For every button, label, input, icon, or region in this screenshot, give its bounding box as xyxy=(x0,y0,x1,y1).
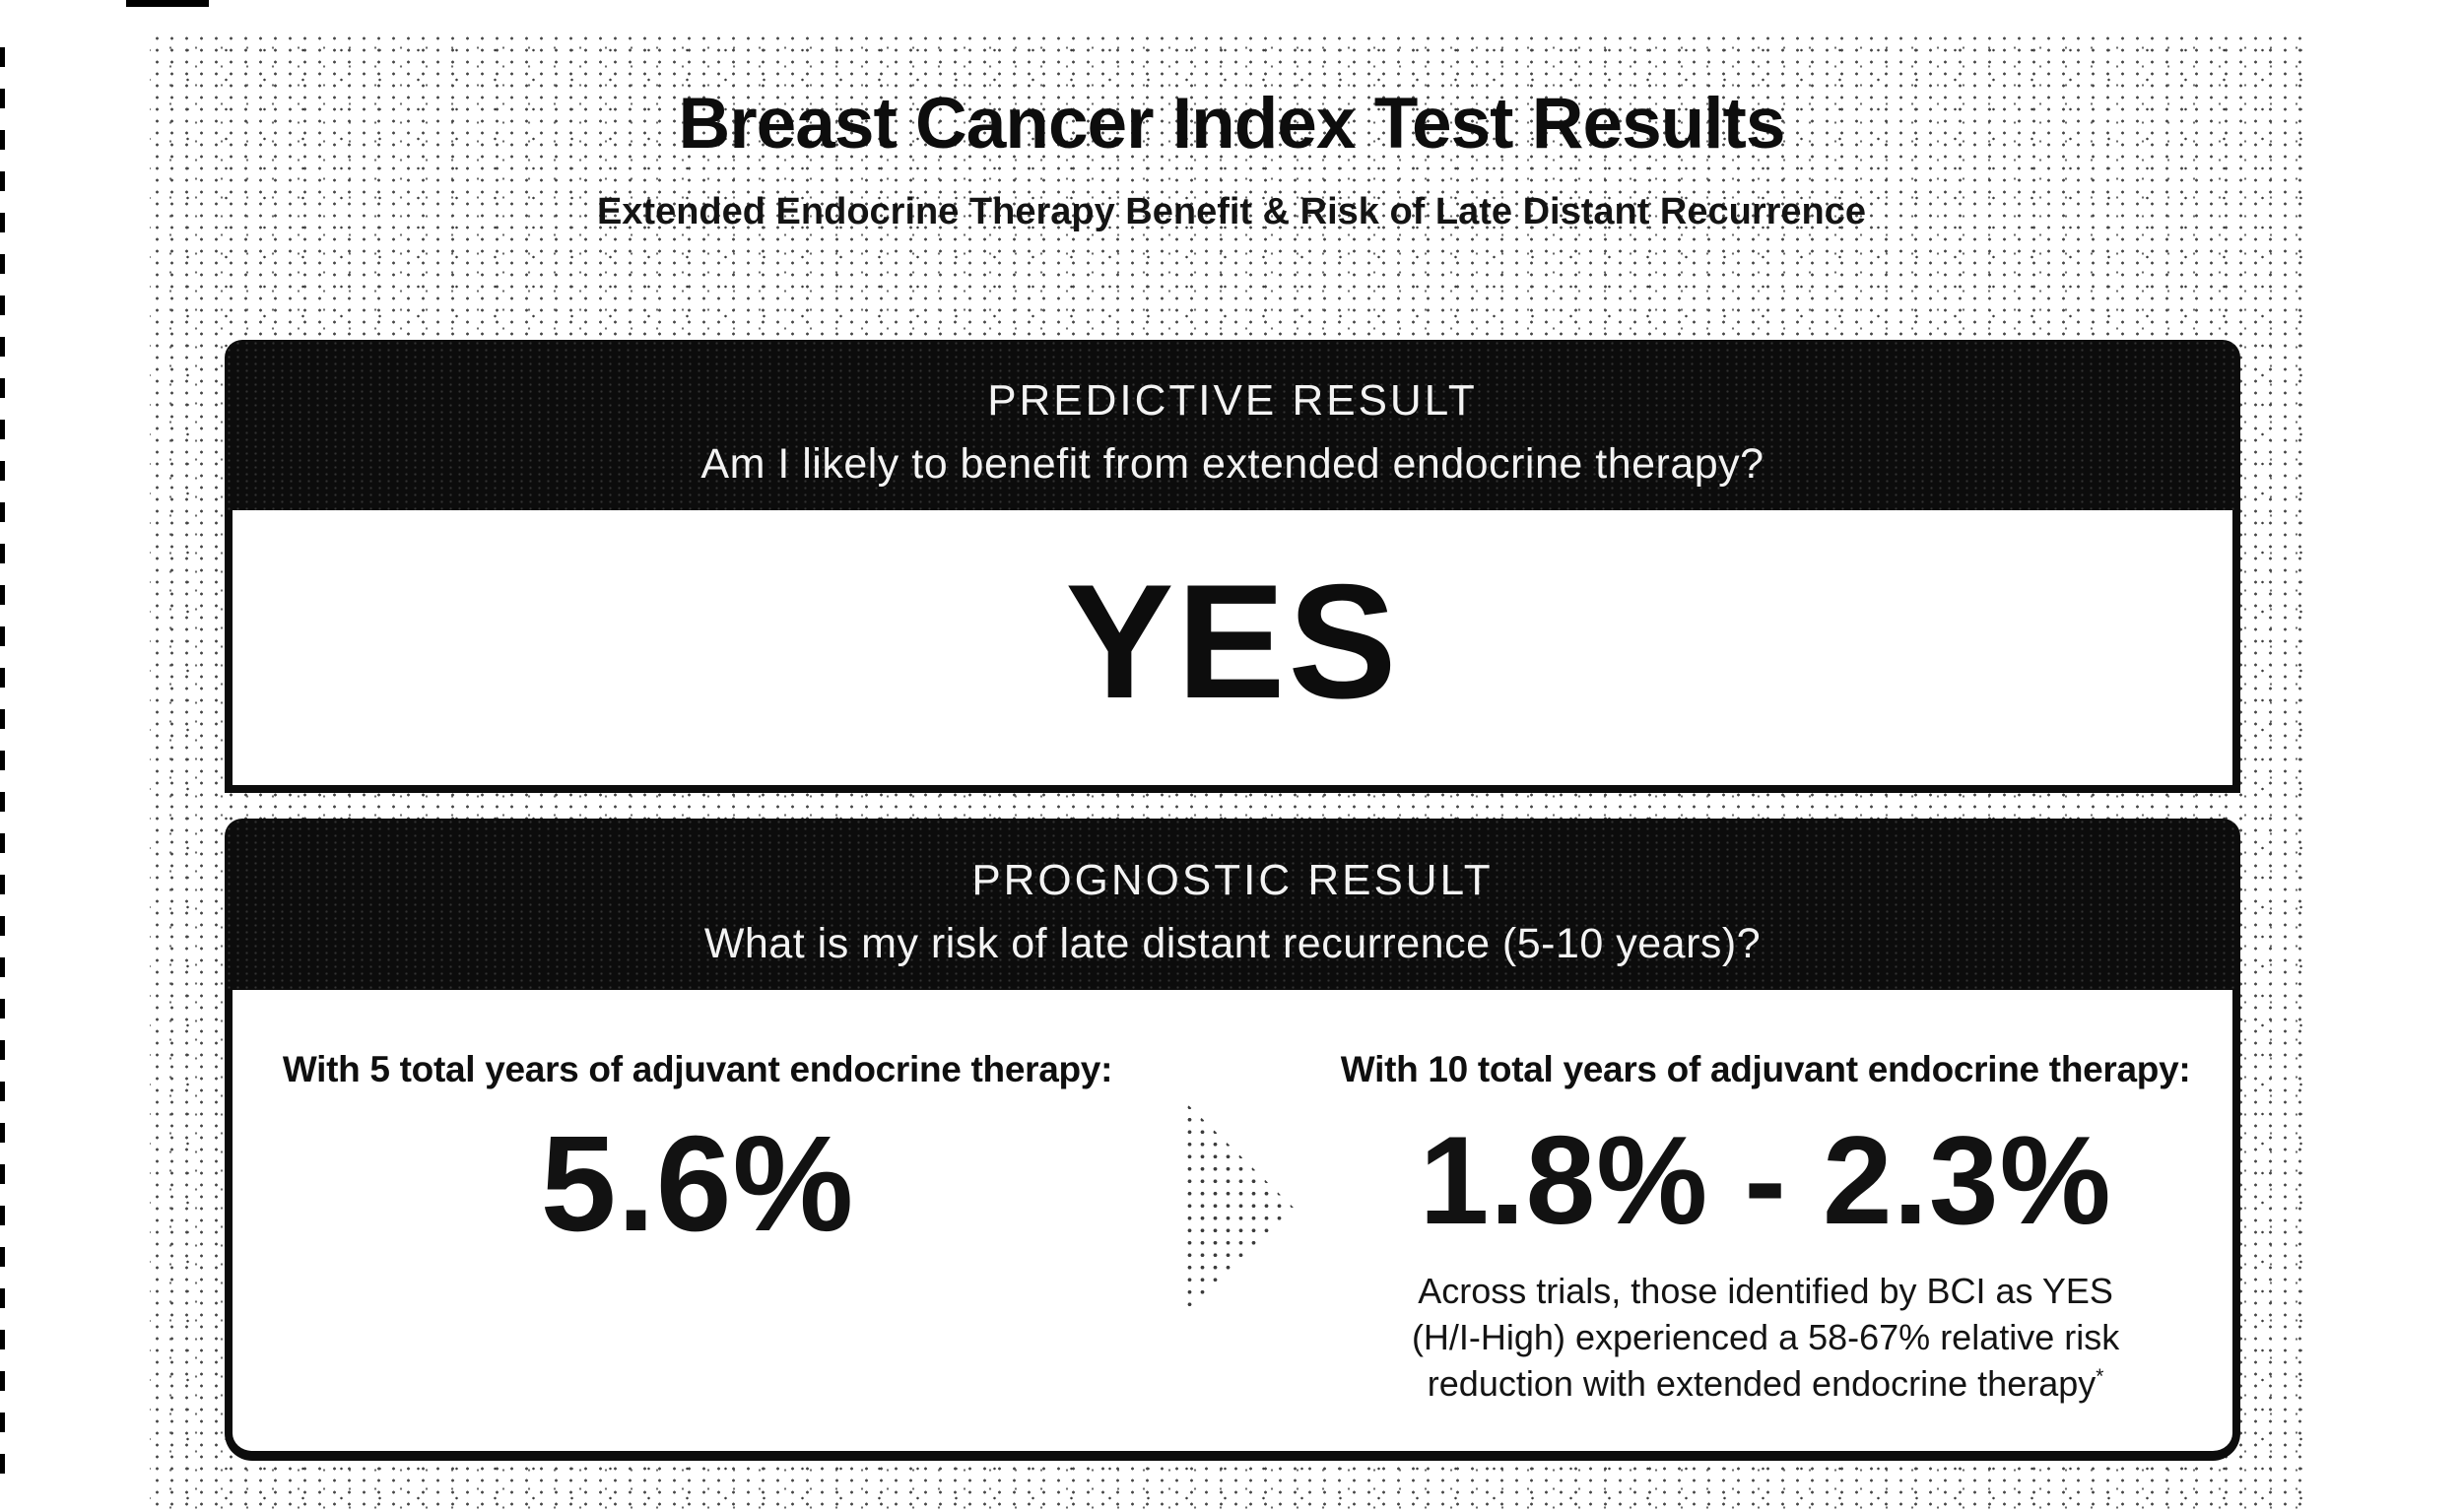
prognostic-result-card: PROGNOSTIC RESULT What is my risk of lat… xyxy=(225,819,2240,1461)
predictive-answer-value: YES xyxy=(1065,551,1400,732)
ten-year-label: With 10 total years of adjuvant endocrin… xyxy=(1340,1049,2191,1089)
predictive-result-card: PREDICTIVE RESULT Am I likely to benefit… xyxy=(225,340,2240,793)
right-arrow-icon xyxy=(1181,1098,1295,1317)
five-year-column: With 5 total years of adjuvant endocrine… xyxy=(233,990,1163,1263)
prognostic-header-label: PROGNOSTIC RESULT xyxy=(971,856,1494,904)
scan-top-artifact xyxy=(126,0,209,7)
predictive-card-body: YES xyxy=(225,510,2240,793)
five-year-risk-value: 5.6% xyxy=(540,1108,855,1260)
ten-year-note: Across trials, those identified by BCI a… xyxy=(1312,1268,2219,1407)
footnote-asterisk: * xyxy=(2096,1365,2104,1389)
note-line-3: reduction with extended endocrine therap… xyxy=(1427,1363,2097,1405)
page-title: Breast Cancer Index Test Results xyxy=(678,84,1786,164)
predictive-card-header: PREDICTIVE RESULT Am I likely to benefit… xyxy=(225,340,2240,510)
note-line-2: (H/I-High) experienced a 58-67% relative… xyxy=(1411,1317,2120,1358)
predictive-header-label: PREDICTIVE RESULT xyxy=(987,376,1478,425)
column-arrow-container xyxy=(1163,990,1312,1317)
prognostic-card-body: With 5 total years of adjuvant endocrine… xyxy=(225,990,2240,1461)
note-line-1: Across trials, those identified by BCI a… xyxy=(1418,1271,2113,1311)
page-subtitle: Extended Endocrine Therapy Benefit & Ris… xyxy=(596,191,1867,232)
prognostic-question: What is my risk of late distant recurren… xyxy=(703,920,1762,967)
five-year-label: With 5 total years of adjuvant endocrine… xyxy=(282,1049,1113,1089)
scan-edge-artifact xyxy=(0,47,5,1485)
prognostic-card-header: PROGNOSTIC RESULT What is my risk of lat… xyxy=(225,819,2240,990)
ten-year-column: With 10 total years of adjuvant endocrin… xyxy=(1312,990,2232,1407)
predictive-question: Am I likely to benefit from extended end… xyxy=(700,440,1764,488)
ten-year-risk-value: 1.8% - 2.3% xyxy=(1419,1110,2112,1250)
